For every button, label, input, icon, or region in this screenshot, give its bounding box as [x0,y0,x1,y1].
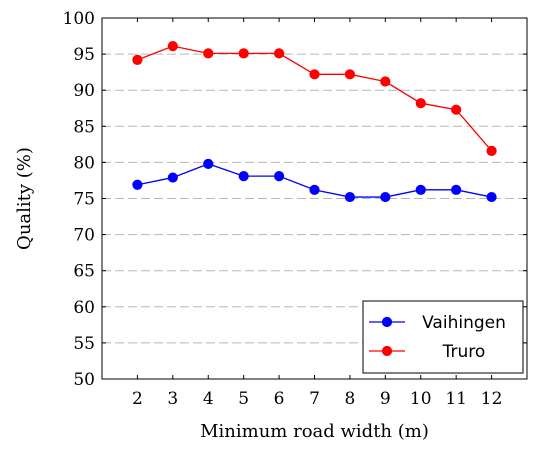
data-point-truro [380,76,391,87]
data-point-vaihingen [132,179,143,190]
x-tick-label: 4 [203,389,214,409]
data-point-truro [203,48,214,59]
y-tick-label: 75 [73,190,95,210]
data-point-vaihingen [451,184,462,195]
x-tick-label: 12 [481,389,503,409]
data-point-truro [344,69,356,80]
legend-entry-truro: Truro [369,342,485,362]
x-tick-label: 10 [410,389,432,409]
legend-marker-vaihingen [381,316,393,328]
data-point-truro [132,54,143,65]
data-point-vaihingen [344,191,356,203]
data-point-vaihingen [486,191,497,203]
data-point-vaihingen [415,184,426,195]
legend-entry-vaihingen: Vaihingen [369,313,506,333]
x-tick-label: 7 [309,389,320,409]
x-tick-label: 5 [238,389,249,409]
legend-box [362,300,524,374]
legend: Vaihingen Truro [362,300,524,374]
y-tick-label: 65 [73,262,95,282]
x-tick-label: 11 [445,389,467,409]
legend-label-vaihingen: Vaihingen [422,313,506,333]
x-tick-label: 6 [274,389,285,409]
data-point-truro [167,41,178,52]
grid-lines [102,53,527,344]
y-axis-title: Quality (%) [14,147,35,250]
data-point-vaihingen [238,171,249,182]
data-point-vaihingen [309,184,320,195]
x-tick-label: 3 [167,389,178,409]
data-point-vaihingen [380,191,391,203]
legend-marker-truro [381,345,393,357]
data-point-truro [451,104,462,115]
y-tick-label: 80 [73,153,95,173]
data-point-truro [309,69,320,80]
y-axis-ticks: 50 55 60 65 70 75 80 85 90 95 100 [63,9,527,390]
series-line-truro [137,45,493,152]
x-tick-label: 2 [132,389,143,409]
y-tick-label: 60 [73,298,95,318]
data-point-truro [486,145,497,156]
y-tick-label: 90 [73,81,95,101]
y-tick-label: 50 [73,370,95,390]
x-axis-title: Minimum road width (m) [200,421,429,442]
data-point-truro [238,48,249,59]
y-tick-label: 55 [73,334,95,354]
series-vaihingen [132,158,497,203]
y-tick-label: 100 [63,9,95,29]
data-point-truro [415,98,426,109]
data-point-vaihingen [203,158,214,169]
x-tick-label: 8 [345,389,356,409]
y-tick-label: 85 [73,117,95,137]
x-tick-label: 9 [380,389,391,409]
data-point-vaihingen [167,172,178,183]
y-tick-label: 95 [73,45,95,65]
x-axis-ticks: 2 3 4 5 6 7 8 9 10 11 12 [132,18,502,409]
y-tick-label: 70 [73,226,95,246]
series-truro [132,41,497,156]
series-layer [132,41,497,203]
data-point-vaihingen [273,171,285,182]
legend-label-truro: Truro [442,342,486,362]
data-point-truro [273,48,285,59]
